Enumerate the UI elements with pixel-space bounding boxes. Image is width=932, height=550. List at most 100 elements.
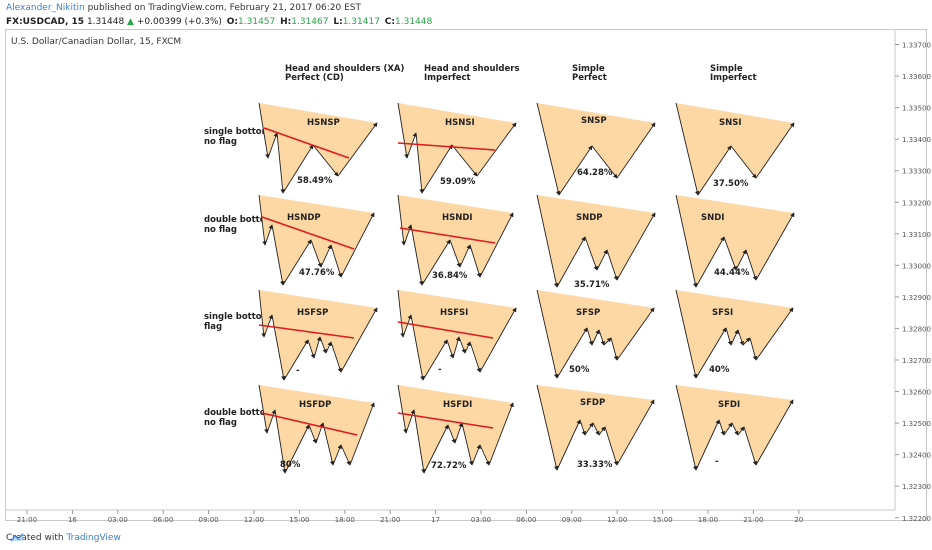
pattern-leg	[723, 236, 737, 271]
pattern-leg	[258, 102, 270, 159]
x-tick-label: 12:00	[607, 516, 627, 524]
pattern-percentage: -	[438, 365, 442, 375]
pattern-fill	[259, 290, 377, 380]
pattern-leg	[397, 384, 408, 434]
pattern-leg	[730, 329, 739, 346]
y-tick-label: 1.32900	[902, 294, 931, 302]
pattern-name: SFDP	[580, 398, 605, 408]
pattern-leg	[283, 339, 309, 381]
pattern-leg	[332, 444, 342, 466]
pattern-leg	[536, 194, 559, 288]
column-header-line1: Simple	[572, 64, 605, 74]
y-tick-label: 1.32300	[902, 483, 931, 491]
pattern-leg	[449, 239, 461, 268]
column-header-line1: Head and shoulders	[424, 64, 520, 74]
pattern-chart[interactable]: U.S. Dollar/Canadian Dollar, 15, FXCM 1.3…	[0, 0, 932, 526]
pattern-leg	[406, 132, 417, 159]
row-label-line1: double bottom	[204, 408, 275, 418]
pattern-leg	[271, 224, 285, 286]
y-tick-label: 1.33200	[902, 199, 931, 207]
pattern-leg	[447, 424, 456, 444]
pattern-leg	[695, 327, 727, 379]
pattern-leg	[452, 336, 461, 359]
tradingview-brand[interactable]: TradingView	[66, 533, 121, 543]
column-header-line2: Perfect (CD)	[285, 73, 344, 83]
pattern-leg	[558, 145, 593, 196]
pattern-name: SFDI	[718, 400, 740, 410]
publish-info: published on TradingView.com, February 2…	[84, 3, 362, 13]
x-tick-label: 17	[431, 516, 440, 524]
price-change: +0.00399 (+0.3%)	[136, 17, 222, 27]
pattern-name: SNSI	[719, 118, 742, 128]
symbol-line: FX:USDCAD, 15 1.31448 ▲ +0.00399 (+0.3%)…	[6, 17, 432, 27]
pattern-name: HSFDI	[443, 400, 472, 410]
y-tick-label: 1.32500	[902, 420, 931, 428]
pattern-leg	[330, 244, 343, 278]
row-label-line2: flag	[204, 322, 222, 332]
pattern-leg	[616, 212, 656, 281]
y-tick-label: 1.32800	[902, 325, 931, 333]
pattern-leg	[743, 426, 758, 466]
pattern-leg	[276, 132, 285, 194]
y-tick-label: 1.32700	[902, 357, 931, 365]
pattern-fill	[259, 195, 374, 285]
chart-title: U.S. Dollar/Canadian Dollar, 15, FXCM	[11, 37, 181, 47]
pattern-fill	[676, 290, 793, 378]
pattern-leg	[340, 444, 351, 466]
low-label: L:	[333, 17, 343, 27]
y-tick-label: 1.33000	[902, 262, 931, 270]
y-tick-label: 1.33100	[902, 231, 931, 239]
pattern-leg	[459, 244, 471, 268]
pattern-fill	[676, 103, 794, 195]
x-tick-label: 03:00	[108, 516, 128, 524]
author-link[interactable]: Alexander_Nikitin	[6, 3, 85, 13]
pattern-leg	[586, 327, 594, 346]
x-tick-label: 09:00	[199, 516, 219, 524]
pattern-fill	[259, 103, 377, 193]
x-tick-label: 18:00	[698, 516, 718, 524]
pattern-name: HSFDP	[299, 400, 331, 410]
pattern-leg	[464, 341, 471, 354]
tradingview-logo-icon	[10, 533, 24, 542]
pattern-leg	[755, 212, 795, 281]
pattern-leg	[340, 212, 375, 278]
pattern-leg	[718, 419, 725, 436]
open-label: O:	[226, 17, 239, 27]
x-tick-label: 06:00	[516, 516, 536, 524]
pattern-leg	[695, 419, 720, 471]
pattern-leg	[479, 212, 514, 278]
pattern-leg	[405, 409, 415, 434]
pattern-percentage: 59.09%	[440, 177, 476, 187]
x-tick-label: 21:00	[380, 516, 400, 524]
pattern-leg	[591, 329, 600, 346]
pattern-leg	[755, 122, 795, 179]
pattern-fill	[259, 385, 374, 473]
pattern-leg	[592, 422, 600, 436]
pattern-leg	[591, 145, 618, 179]
pattern-name: SFSI	[712, 308, 733, 318]
created-with: Created with TradingView	[6, 533, 121, 543]
pattern-leg	[258, 194, 267, 246]
chart-frame[interactable]	[5, 29, 927, 521]
pattern-leg	[282, 144, 314, 194]
neckline	[261, 412, 358, 436]
x-tick-label: 15:00	[653, 516, 673, 524]
pattern-leg	[755, 399, 794, 466]
up-arrow-icon: ▲	[127, 17, 134, 27]
pattern-leg	[421, 239, 451, 286]
pattern-percentage: 47.76%	[299, 268, 335, 278]
footer: Created with TradingView	[0, 526, 932, 550]
pattern-leg	[284, 424, 310, 474]
pattern-percentage: 58.49%	[297, 176, 333, 186]
pattern-leg	[274, 409, 287, 474]
pattern-leg	[596, 249, 608, 271]
pattern-leg	[695, 236, 725, 288]
pattern-leg	[598, 426, 606, 436]
pattern-leg	[616, 399, 655, 466]
pattern-leg	[469, 341, 481, 373]
pattern-leg	[603, 337, 612, 346]
pattern-leg	[616, 122, 656, 179]
pattern-leg	[755, 307, 794, 361]
pattern-fill	[676, 195, 794, 287]
pattern-percentage: 33.33%	[577, 460, 613, 470]
